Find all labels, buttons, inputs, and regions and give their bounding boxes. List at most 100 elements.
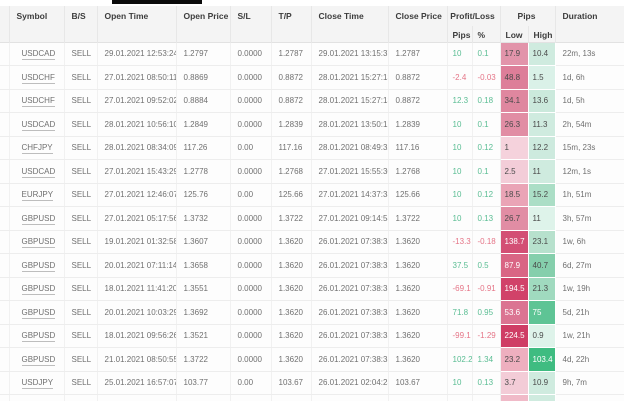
col-header-open-price[interactable]: Open Price [176, 6, 231, 42]
col-header-duration[interactable]: Duration [555, 6, 624, 42]
gutter-cell [0, 277, 10, 301]
pl-pips-cell: 37.5 [447, 253, 473, 278]
col-header-open-time[interactable]: Open Time [97, 6, 177, 42]
close-time-cell: 28.01.2021 15:27:13 [311, 65, 389, 90]
tp-cell: 1.3620 [271, 324, 312, 348]
col-header-pl-pct[interactable]: % [472, 26, 501, 42]
symbol-link[interactable]: USDCAD [21, 119, 56, 131]
open-price-cell: 125.76 [176, 183, 231, 207]
open-time-cell: 18.01.2021 11:41:20 [97, 277, 177, 301]
symbol-link[interactable]: GBPUSD [21, 237, 56, 249]
pips-low-cell: 26.3 [500, 112, 529, 137]
col-header-low[interactable]: Low [500, 26, 529, 42]
table-row: GBPUSD SELL 27.01.2021 05:17:56 1.3732 0… [0, 206, 624, 231]
duration-cell: 1d, 6h [555, 65, 624, 90]
symbol-link[interactable]: GBPUSD [21, 354, 56, 366]
open-price-cell: 0.8869 [176, 65, 231, 90]
sl-cell: 0.0000 [230, 347, 272, 372]
close-price-cell: 1.3620 [388, 347, 448, 372]
col-header-close-price[interactable]: Close Price [388, 6, 448, 42]
symbol-link[interactable]: USDCHF [21, 72, 55, 84]
gutter-cell [0, 230, 10, 254]
col-header-bs[interactable]: B/S [64, 6, 98, 42]
pl-pct-cell: -0.18 [472, 230, 501, 254]
sl-cell: 0.0000 [230, 324, 272, 348]
symbol-link[interactable]: USDJPY [21, 378, 54, 390]
pl-pct-cell: 0.13 [472, 371, 501, 395]
pl-pct-cell: 1.34 [472, 347, 501, 372]
col-header-high[interactable]: High [528, 26, 556, 42]
table-row: GBPUSD SELL 20.01.2021 10:03:29 1.3692 0… [0, 300, 624, 325]
tp-cell: 117.16 [271, 136, 312, 160]
pl-pct-cell: 0.1 [472, 159, 501, 184]
close-price-cell: 1.3620 [388, 230, 448, 254]
symbol-cell: GBPUSD [9, 277, 65, 301]
pl-pips-cell: -99.1 [447, 324, 473, 348]
pips-low-cell: 18.5 [500, 183, 529, 207]
symbol-link[interactable]: GBPUSD [21, 284, 56, 296]
close-time-cell: 28.01.2021 11:14:06 [311, 394, 389, 401]
col-header-tp[interactable]: T/P [271, 6, 312, 42]
pl-pct-cell: 0.12 [472, 136, 501, 160]
pips-high-cell: 11.3 [528, 112, 556, 137]
symbol-link[interactable]: GBPUSD [21, 213, 56, 225]
symbol-link[interactable]: GBPUSD [21, 331, 56, 343]
close-time-cell: 27.01.2021 09:14:58 [311, 206, 389, 231]
close-time-cell: 26.01.2021 07:38:35 [311, 300, 389, 325]
bs-cell: SELL [64, 206, 98, 231]
duration-cell: 1w, 21h [555, 324, 624, 348]
bs-cell: SELL [64, 42, 98, 66]
symbol-link[interactable]: USDCHF [21, 96, 55, 108]
open-price-cell: 103.77 [176, 371, 231, 395]
col-header-sl[interactable]: S/L [230, 6, 272, 42]
pips-low-cell: 224.5 [500, 324, 529, 348]
bs-cell: SELL [64, 253, 98, 278]
symbol-cell: USDCAD [9, 112, 65, 137]
table-row: GBPUSD SELL 18.01.2021 11:41:20 1.3551 0… [0, 277, 624, 301]
table-row: USDCAD SELL 27.01.2021 15:43:29 1.2778 0… [0, 159, 624, 184]
symbol-link[interactable]: EURJPY [21, 190, 54, 202]
close-time-cell: 28.01.2021 08:49:32 [311, 136, 389, 160]
pips-high-cell: 15.2 [528, 183, 556, 207]
symbol-link[interactable]: GBPUSD [21, 260, 56, 272]
open-time-cell: 20.01.2021 07:11:14 [97, 253, 177, 278]
bs-cell: SELL [64, 347, 98, 372]
symbol-cell: USDCAD [9, 42, 65, 66]
pips-high-cell: 1.5 [528, 65, 556, 90]
open-time-cell: 27.01.2021 08:50:11 [97, 65, 177, 90]
tp-cell: 103.67 [271, 371, 312, 395]
tp-cell: 1.3620 [271, 277, 312, 301]
sl-cell: 0.00 [230, 136, 272, 160]
col-header-close-time[interactable]: Close Time [311, 6, 389, 42]
pips-high-cell: 75 [528, 300, 556, 325]
symbol-cell: USDJPY [9, 371, 65, 395]
open-time-cell: 21.01.2021 08:50:55 [97, 347, 177, 372]
pl-pips-cell: 10 [447, 136, 473, 160]
symbol-link[interactable]: CHFJPY [21, 143, 53, 155]
pl-pct-cell: 0.1 [472, 42, 501, 66]
symbol-link[interactable]: USDCAD [21, 49, 56, 61]
symbol-cell: USDCHF [9, 394, 65, 401]
open-time-cell: 27.01.2021 09:52:02 [97, 89, 177, 113]
open-time-cell: 27.01.2021 15:43:29 [97, 159, 177, 184]
sl-cell: 0.0000 [230, 42, 272, 66]
pl-pct-cell: -0.03 [472, 65, 501, 90]
col-header-symbol[interactable]: Symbol [9, 6, 65, 42]
symbol-cell: CHFJPY [9, 136, 65, 160]
pl-pips-cell: 10 [447, 42, 473, 66]
pl-pips-cell: 12.3 [447, 89, 473, 113]
col-header-pl-pips[interactable]: Pips [447, 26, 473, 42]
symbol-cell: GBPUSD [9, 230, 65, 254]
sl-cell: 0.00 [230, 183, 272, 207]
pips-high-cell: 0.9 [528, 324, 556, 348]
pl-pips-cell: 71.8 [447, 300, 473, 325]
symbol-link[interactable]: GBPUSD [21, 307, 56, 319]
symbol-cell: GBPUSD [9, 347, 65, 372]
close-time-cell: 26.01.2021 07:38:35 [311, 230, 389, 254]
pl-pct-cell: 0.1 [472, 112, 501, 137]
pips-low-cell: 26.7 [500, 206, 529, 231]
symbol-link[interactable]: USDCAD [21, 166, 56, 178]
pips-low-cell: 34.1 [500, 89, 529, 113]
close-time-cell: 26.01.2021 02:04:23 [311, 371, 389, 395]
